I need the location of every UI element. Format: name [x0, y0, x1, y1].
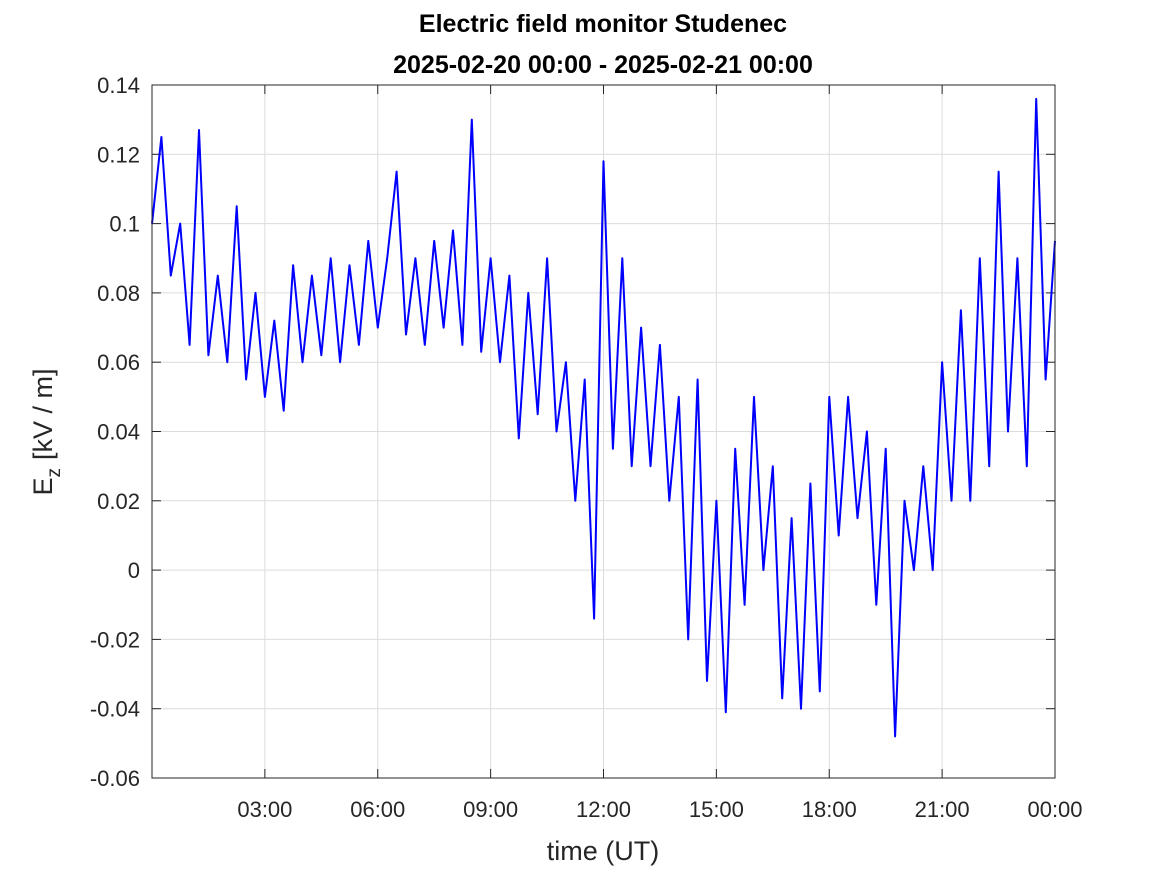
axes-box [151, 84, 1056, 779]
y-tick-label: 0.04 [97, 420, 140, 445]
y-tick-label: -0.02 [90, 627, 140, 652]
x-tick-label: 18:00 [802, 797, 857, 822]
y-axis-label: Ez [kV / m] [28, 368, 65, 495]
x-tick-label: 09:00 [463, 797, 518, 822]
y-tick-label: 0.06 [97, 350, 140, 375]
y-tick-label: -0.04 [90, 697, 140, 722]
y-tick-label: 0.14 [97, 73, 140, 98]
y-tick-label: 0 [128, 558, 140, 583]
x-axis-label: time (UT) [547, 836, 659, 866]
y-label-symbol: E [28, 478, 58, 496]
y-tick-label: -0.06 [90, 766, 140, 791]
x-tick-label: 12:00 [576, 797, 631, 822]
x-tick-label: 03:00 [237, 797, 292, 822]
x-tick-label: 06:00 [350, 797, 405, 822]
y-label-subscript: z [44, 468, 65, 478]
x-tick-label: 00:00 [1027, 797, 1082, 822]
y-tick-label: 0.08 [97, 281, 140, 306]
y-tick-label: 0.1 [109, 212, 140, 237]
data-line [151, 97, 1056, 738]
y-label-unit: [kV / m] [28, 368, 58, 460]
x-tick-label: 21:00 [915, 797, 970, 822]
y-tick-label: 0.02 [97, 489, 140, 514]
chart-title: Electric field monitor Studenec [419, 10, 787, 38]
chart-subtitle: 2025-02-20 00:00 - 2025-02-21 00:00 [393, 51, 813, 79]
y-tick-label: 0.12 [97, 142, 140, 167]
x-tick-label: 15:00 [689, 797, 744, 822]
